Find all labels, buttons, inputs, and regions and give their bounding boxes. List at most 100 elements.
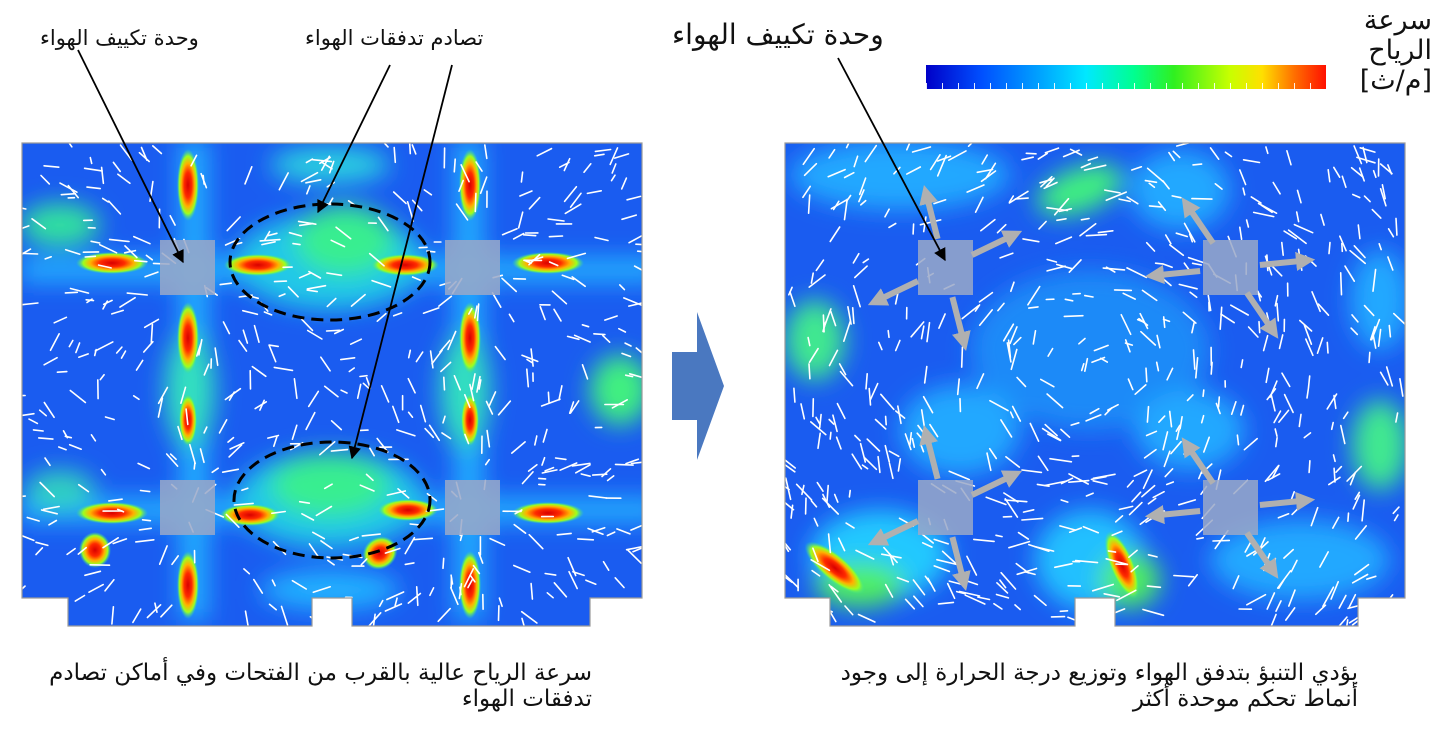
velocity-vector [581, 363, 589, 380]
velocity-vector [1366, 575, 1377, 580]
velocity-vector [1054, 562, 1073, 569]
velocity-vector [810, 558, 831, 572]
velocity-vector [134, 259, 148, 263]
velocity-vector [259, 238, 281, 242]
callout-ac-unit-left [77, 49, 184, 264]
velocity-vector [1079, 222, 1097, 237]
velocity-vector [883, 546, 898, 564]
velocity-vector [26, 516, 40, 522]
velocity-vector [979, 218, 996, 232]
velocity-vector [833, 493, 839, 503]
velocity-vector [894, 410, 906, 419]
velocity-vector [1270, 394, 1276, 412]
velocity-vector [997, 302, 1005, 312]
left-velocity-vectors [22, 143, 642, 626]
velocity-vector [89, 156, 93, 165]
velocity-vector [460, 164, 470, 183]
velocity-vector [306, 289, 319, 293]
velocity-vector [306, 284, 327, 290]
velocity-vector [1093, 344, 1109, 352]
velocity-vector [920, 325, 925, 340]
velocity-vector [1008, 540, 1031, 549]
velocity-vector [154, 602, 158, 614]
velocity-vector [1166, 367, 1174, 381]
velocity-vector [1356, 156, 1376, 164]
velocity-vector [1046, 265, 1066, 272]
velocity-vector [501, 227, 518, 236]
velocity-vector [273, 280, 288, 283]
velocity-vector [897, 458, 902, 472]
velocity-vector [141, 518, 152, 522]
velocity-vector [165, 453, 179, 467]
velocity-vector [53, 316, 68, 324]
velocity-vector [1278, 409, 1290, 423]
velocity-vector [1350, 327, 1359, 336]
velocity-vector [546, 591, 554, 599]
velocity-vector [1240, 404, 1245, 416]
velocity-vector [1243, 437, 1258, 451]
velocity-vector [809, 421, 827, 436]
velocity-vector [376, 437, 389, 453]
velocity-vector [536, 147, 553, 157]
velocity-vector [1118, 198, 1131, 203]
velocity-vector [1046, 393, 1064, 409]
velocity-vector [613, 153, 630, 159]
velocity-vector [845, 143, 854, 149]
velocity-vector [1028, 306, 1039, 309]
velocity-vector [126, 292, 148, 296]
velocity-vector [1179, 415, 1183, 430]
velocity-vector [144, 271, 159, 278]
velocity-vector [1092, 473, 1116, 480]
velocity-vector [225, 513, 240, 529]
velocity-vector [1145, 430, 1158, 437]
velocity-vector [808, 363, 811, 380]
velocity-vector [1271, 464, 1280, 479]
velocity-vector [37, 437, 54, 440]
velocity-vector [1372, 268, 1377, 293]
velocity-vector [1385, 366, 1394, 387]
velocity-vector [367, 611, 382, 626]
velocity-vector [859, 199, 867, 206]
velocity-vector [877, 341, 883, 351]
velocity-vector [442, 376, 446, 391]
velocity-vector [251, 365, 267, 378]
legend-title: سرعة الرياح [م/ث] [1360, 6, 1432, 96]
velocity-vector [828, 148, 836, 159]
velocity-vector [328, 197, 334, 206]
velocity-vector [1332, 454, 1336, 463]
velocity-vector [884, 208, 890, 218]
velocity-vector [1250, 196, 1262, 204]
velocity-vector [320, 161, 333, 170]
legend-title-line2: الرياح [1368, 35, 1432, 66]
velocity-vector [1340, 424, 1346, 445]
velocity-vector [305, 179, 322, 184]
wind-speed-colorbar [926, 65, 1326, 89]
velocity-vector [620, 177, 628, 190]
velocity-vector [442, 557, 445, 570]
velocity-vector [593, 153, 605, 157]
velocity-vector [985, 496, 1007, 506]
velocity-vector [544, 572, 557, 576]
velocity-vector [603, 315, 618, 321]
velocity-vector [1350, 166, 1364, 178]
velocity-vector [1154, 262, 1164, 265]
velocity-vector [1349, 249, 1366, 265]
velocity-vector [483, 144, 488, 160]
velocity-vector [384, 603, 403, 612]
velocity-vector [449, 586, 459, 606]
velocity-vector [1220, 313, 1235, 324]
velocity-vector [369, 447, 376, 457]
velocity-vector [305, 411, 316, 431]
velocity-vector [785, 543, 790, 553]
velocity-vector [921, 533, 935, 544]
velocity-vector [259, 399, 266, 411]
velocity-vector [547, 218, 565, 222]
velocity-vector [1060, 499, 1069, 503]
velocity-vector [293, 377, 298, 400]
transition-arrow [672, 312, 724, 460]
velocity-vector [298, 272, 312, 279]
velocity-vector [411, 144, 417, 155]
velocity-vector [572, 570, 585, 577]
velocity-vector [1148, 182, 1156, 189]
